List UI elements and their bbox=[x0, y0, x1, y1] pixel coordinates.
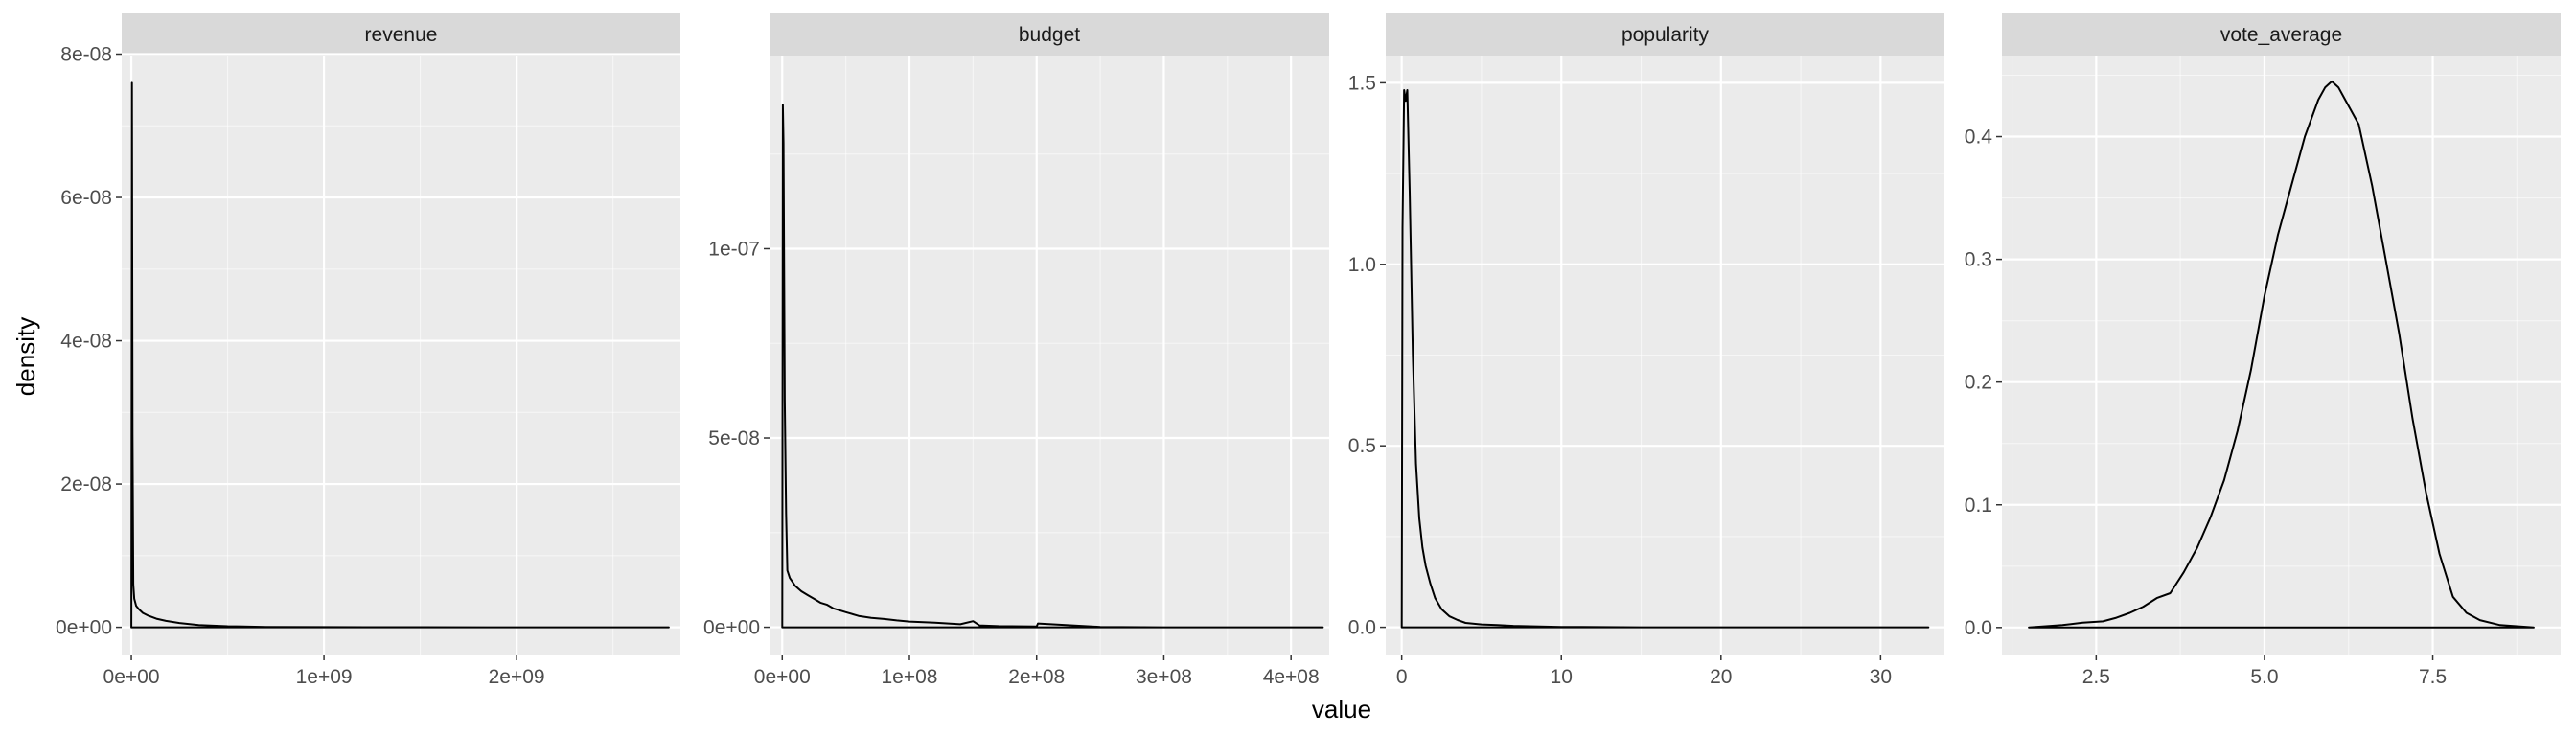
facet-strip bbox=[122, 13, 680, 56]
facet-vote_average: vote_average 2.5 5.0 7.5 0.0 0.1 0.2 0.3 0.4 bbox=[1965, 13, 2561, 688]
facet-strip-label: vote_average bbox=[2220, 24, 2342, 46]
x-tick-label: 10 bbox=[1551, 666, 1573, 688]
density-line-budget bbox=[781, 104, 1324, 629]
x-tick-label: 0 bbox=[1396, 666, 1408, 688]
panel-background bbox=[122, 56, 680, 655]
x-axis-title: value bbox=[1312, 695, 1371, 724]
x-tick-label: 0e+00 bbox=[754, 666, 811, 688]
facet-strip bbox=[2002, 13, 2561, 56]
y-tick-label: 0.0 bbox=[1348, 617, 1376, 639]
density-line-vote_average bbox=[2028, 80, 2535, 629]
y-tick-label: 0.3 bbox=[1965, 249, 1992, 271]
y-tick-label: 0.0 bbox=[1965, 617, 1992, 639]
y-tick-label: 0.2 bbox=[1965, 372, 1992, 394]
x-tick-label: 2e+09 bbox=[489, 666, 545, 688]
y-axis-title: density bbox=[12, 317, 40, 396]
y-tick-label: 0.1 bbox=[1965, 494, 1992, 517]
y-tick-label: 2e-08 bbox=[60, 473, 112, 495]
y-tick-label: 0e+00 bbox=[703, 617, 760, 639]
x-tick-label: 3e+08 bbox=[1136, 666, 1192, 688]
facet-panels: revenue 0e+00 1e+09 2e+09 0e+00 2e-08 4e-08 6e-… bbox=[56, 13, 2561, 688]
facet-strip-label: budget bbox=[1019, 24, 1080, 46]
panel-background bbox=[770, 56, 1329, 655]
y-tick-label: 0.5 bbox=[1348, 435, 1376, 457]
facet-revenue: revenue 0e+00 1e+09 2e+09 0e+00 2e-08 4e-08 6e-… bbox=[56, 13, 680, 688]
facet-popularity: popularity 0 10 20 30 0.0 0.5 1.0 1.5 bbox=[1348, 13, 1944, 688]
x-tick-label: 2e+08 bbox=[1008, 666, 1065, 688]
x-tick-label: 4e+08 bbox=[1263, 666, 1320, 688]
x-tick-label: 1e+08 bbox=[882, 666, 938, 688]
facet-strip-label: popularity bbox=[1622, 24, 1710, 46]
facet-strip-label: revenue bbox=[365, 24, 438, 46]
x-tick-label: 20 bbox=[1710, 666, 1732, 688]
density-line-popularity bbox=[1400, 89, 1930, 629]
y-tick-label: 6e-08 bbox=[60, 187, 112, 209]
y-tick-label: 0.4 bbox=[1965, 126, 1993, 149]
facet-budget: budget 0e+00 1e+08 2e+08 3e+08 4e+08 0e+00 5e-0… bbox=[703, 13, 1329, 688]
y-tick-label: 5e-08 bbox=[708, 427, 760, 449]
panel-background bbox=[2002, 56, 2561, 655]
y-tick-label: 8e-08 bbox=[60, 44, 112, 66]
density-line-revenue bbox=[130, 81, 670, 629]
x-tick-label: 1e+09 bbox=[296, 666, 353, 688]
y-tick-label: 0e+00 bbox=[56, 617, 112, 639]
facet-strip bbox=[770, 13, 1329, 56]
y-tick-label: 1e-07 bbox=[708, 238, 760, 260]
x-tick-label: 2.5 bbox=[2082, 666, 2110, 688]
facet-strip bbox=[1386, 13, 1944, 56]
x-tick-label: 30 bbox=[1870, 666, 1892, 688]
y-tick-label: 1.0 bbox=[1348, 254, 1376, 276]
x-tick-label: 5.0 bbox=[2250, 666, 2278, 688]
x-tick-label: 7.5 bbox=[2419, 666, 2447, 688]
y-tick-label: 4e-08 bbox=[60, 331, 112, 353]
y-tick-label: 1.5 bbox=[1348, 72, 1376, 94]
x-tick-label: 0e+00 bbox=[104, 666, 160, 688]
